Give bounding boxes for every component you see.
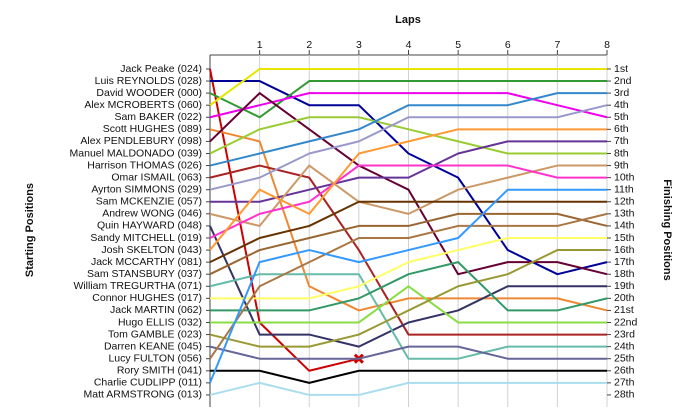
legend-label: Tom GAMBLE (023) xyxy=(108,328,202,340)
y2-tick-label: 23rd xyxy=(614,328,635,340)
x-tick-label: 1 xyxy=(257,39,263,51)
series-line xyxy=(209,345,607,360)
legend-label: Scott HUGHES (089) xyxy=(103,123,202,135)
legend-label: Charlie CUDLIPP (011) xyxy=(94,377,202,389)
y2-tick-label: 11th xyxy=(614,183,634,195)
y-axis-label: Starting Positions xyxy=(24,183,36,277)
y2-tick-label: 26th xyxy=(614,365,635,377)
y2-tick-label: 27th xyxy=(614,377,635,389)
series-line xyxy=(210,369,607,384)
y2-tick-label: 22nd xyxy=(614,316,638,328)
series-line xyxy=(209,128,607,251)
legend-label: Jack MCCARTHY (081) xyxy=(91,256,202,268)
y2-tick-label: 4th xyxy=(614,99,629,111)
legend-label: Sam MCKENZIE (057) xyxy=(96,196,202,208)
legend-label: Lucy FULTON (056) xyxy=(108,352,202,364)
legend-label: Sam BAKER (022) xyxy=(114,111,202,123)
y2-tick-label: 21st xyxy=(614,304,634,316)
legend-label: Josh SKELTON (043) xyxy=(101,244,202,256)
y2-tick-label: 8th xyxy=(614,147,629,159)
series-line xyxy=(209,128,608,312)
legend-label: Darren KEANE (045) xyxy=(104,340,202,352)
legend-label: Sam STANSBURY (037) xyxy=(87,268,202,280)
series-line xyxy=(210,236,607,300)
series-line xyxy=(209,104,608,191)
legend-label: Sandy MITCHELL (019) xyxy=(90,232,202,244)
x-tick-label: 4 xyxy=(406,39,412,51)
legend-label: Luis REYNOLDS (028) xyxy=(95,75,202,87)
legend-label: William TREGURTHA (071) xyxy=(73,280,202,292)
series-line xyxy=(209,67,607,106)
y2-tick-label: 19th xyxy=(614,280,635,292)
legend-label: Rory SMITH (041) xyxy=(117,365,202,377)
y2-tick-label: 13th xyxy=(614,208,635,220)
series-line xyxy=(209,249,607,348)
x-tick-label: 8 xyxy=(604,39,610,51)
y2-tick-label: 7th xyxy=(614,135,629,147)
legend-label: Quin HAYWARD (048) xyxy=(97,220,202,232)
series-line xyxy=(210,285,607,324)
series-line xyxy=(209,225,607,348)
y2-tick-label: 15th xyxy=(614,232,635,244)
y2-tick-label: 17th xyxy=(614,256,635,268)
x-tick-label: 6 xyxy=(505,39,511,51)
series-line xyxy=(209,212,608,360)
y2-tick-label: 25th xyxy=(614,352,635,364)
y2-tick-label: 10th xyxy=(614,171,635,183)
x-tick-label: 2 xyxy=(306,39,312,51)
legend-label: Andrew WONG (046) xyxy=(102,208,202,220)
y2-tick-label: 24th xyxy=(614,340,635,352)
series-line xyxy=(209,164,607,239)
legend-label: David WOODER (000) xyxy=(96,87,202,99)
x-tick-label: 5 xyxy=(455,39,461,51)
legend-label: Alex PENDLEBURY (098) xyxy=(80,135,202,147)
y2-tick-label: 3rd xyxy=(614,87,629,99)
series-line xyxy=(210,261,608,312)
y2-tick-label: 9th xyxy=(614,159,629,171)
y2-tick-label: 5th xyxy=(614,111,629,123)
series-line xyxy=(209,381,607,396)
series-line xyxy=(209,92,608,119)
y2-tick-label: 6th xyxy=(614,123,629,135)
series-line xyxy=(210,80,608,276)
legend-label: Manuel MALDONADO (039) xyxy=(70,147,202,159)
series-line xyxy=(209,273,607,360)
legend-label: Jack MARTIN (062) xyxy=(110,304,202,316)
y2-axis-label: Finishing Positions xyxy=(661,179,673,280)
legend-label: Hugo ELLIS (032) xyxy=(118,316,202,328)
x-tick-label: 3 xyxy=(356,39,362,51)
legend-label: Jack Peake (024) xyxy=(120,63,202,75)
legend-label: Ayrton SIMMONS (029) xyxy=(91,183,202,195)
y2-tick-label: 16th xyxy=(614,244,635,256)
series-line xyxy=(209,188,607,384)
legend-label: Omar ISMAIL (063) xyxy=(111,171,202,183)
legend-label: Harrison THOMAS (026) xyxy=(87,159,202,171)
y2-tick-label: 12th xyxy=(614,196,635,208)
legend-label: Alex MCROBERTS (060) xyxy=(84,99,202,111)
y2-tick-label: 1st xyxy=(614,63,628,75)
y2-tick-label: 20th xyxy=(614,292,635,304)
legend-label: Connor HUGHES (017) xyxy=(92,292,202,304)
series-line xyxy=(209,92,607,167)
series-line xyxy=(209,92,608,276)
y2-tick-label: 14th xyxy=(614,220,635,232)
y2-tick-label: 18th xyxy=(614,268,635,280)
series-line xyxy=(209,116,607,155)
y2-tick-label: 2nd xyxy=(614,75,632,87)
y2-tick-label: 28th xyxy=(614,389,635,401)
legend-label: Matt ARMSTRONG (013) xyxy=(84,389,202,401)
x-tick-label: 7 xyxy=(554,39,560,51)
chart-title: Laps xyxy=(395,14,421,26)
series-line xyxy=(209,164,607,227)
series-line xyxy=(209,212,608,276)
series-line xyxy=(209,200,607,264)
